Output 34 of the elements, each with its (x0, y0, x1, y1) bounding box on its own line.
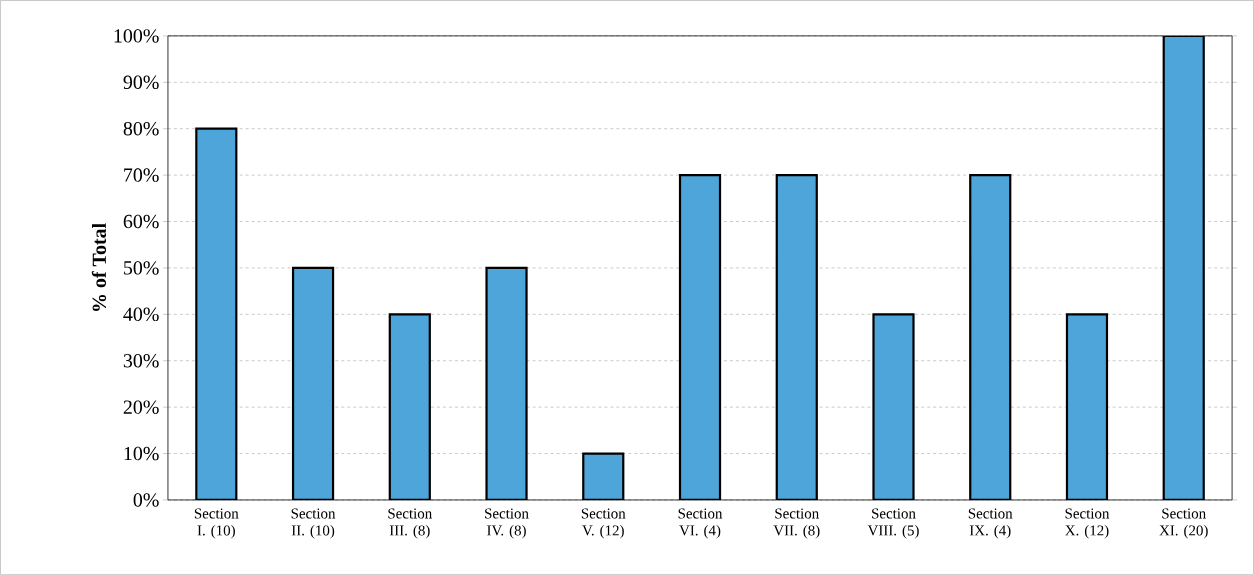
y-tick-label: 20% (123, 400, 159, 414)
x-tick-label: Section VIII. (5) (867, 508, 919, 539)
bar (582, 452, 625, 501)
x-tick-label: Section II. (10) (291, 508, 336, 539)
y-tick-label: 0% (133, 493, 159, 507)
bar (775, 174, 818, 501)
y-tick-label: 10% (124, 446, 159, 461)
x-tick-label: Section IX. (4) (968, 508, 1013, 539)
x-tick-label: Section XI. (20) (1159, 508, 1208, 539)
bar (1162, 35, 1205, 501)
y-tick-label: 40% (123, 307, 159, 322)
y-tick-label: 100% (114, 29, 159, 43)
y-tick-label: 80% (123, 122, 159, 136)
y-tick-label: 70% (124, 168, 159, 182)
bar (388, 313, 431, 501)
bar (291, 266, 335, 501)
x-tick-label: Section VI. (4) (678, 508, 723, 539)
y-axis-title: % of Total (91, 223, 107, 311)
y-tick-label: 50% (124, 261, 159, 275)
x-tick-label: Section IV. (8) (485, 508, 529, 539)
bar (1065, 313, 1109, 501)
y-tick-label: 90% (123, 75, 159, 90)
x-tick-label: Section X. (12) (1065, 508, 1110, 539)
bar (969, 174, 1012, 501)
bar (195, 127, 238, 501)
x-tick-label: Section I. (10) (194, 508, 239, 539)
y-tick-label: 30% (123, 354, 159, 368)
x-tick-label: Section III. (8) (388, 508, 432, 539)
bar (678, 174, 722, 501)
bar (872, 313, 915, 501)
bar (485, 266, 528, 501)
x-tick-label: Section V. (12) (581, 508, 626, 539)
x-tick-label: Section VII. (8) (773, 508, 820, 539)
y-tick-label: 60% (123, 214, 159, 229)
